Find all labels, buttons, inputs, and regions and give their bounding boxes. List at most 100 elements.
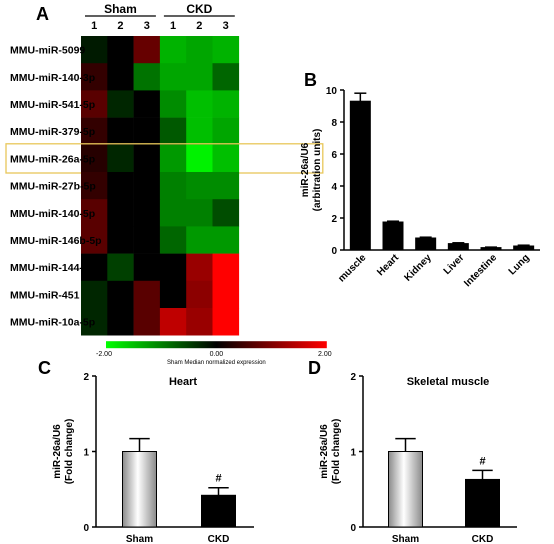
heatmap-cell <box>186 253 213 282</box>
bar <box>415 237 437 251</box>
heatmap-cell <box>133 90 161 118</box>
heatmap-cell <box>212 144 240 173</box>
chart-title: Skeletal muscle <box>407 376 490 388</box>
heatmap-row-label: MMU-miR-144-3p <box>10 262 95 274</box>
panel-label-c: C <box>38 358 51 378</box>
heatmap-row-label: MMU-miR-140-3p <box>10 72 95 84</box>
heatmap-cell <box>212 280 240 309</box>
y-tick-label: 6 <box>331 150 337 161</box>
heatmap-row-label: MMU-miR-26a-5p <box>10 153 95 165</box>
heatmap-row-label: MMU-miR-140-5p <box>10 208 95 220</box>
heatmap-cell <box>107 144 134 173</box>
heatmap-row-label: MMU-miR-10a-5p <box>10 317 95 329</box>
heatmap-cell <box>159 36 187 64</box>
heatmap-cell <box>107 63 134 91</box>
heatmap-group-label: CKD <box>186 2 212 16</box>
bar <box>513 245 535 251</box>
heatmap-cell <box>107 280 134 309</box>
y-tick-label: 0 <box>83 523 89 534</box>
chart-title: Heart <box>169 376 197 388</box>
heatmap-cell <box>212 172 240 200</box>
heatmap-cell <box>107 226 134 254</box>
heatmap-row-label: MMU-miR-541-5p <box>10 99 95 111</box>
heatmap-cell <box>81 172 108 200</box>
panel-label-d: D <box>308 358 321 378</box>
heatmap-color-scale <box>106 341 327 349</box>
heatmap-cell <box>81 199 108 227</box>
bar <box>480 247 502 251</box>
y-tick-label: 0 <box>331 246 337 257</box>
heatmap-column-label: 2 <box>117 20 123 32</box>
heatmap-cell <box>81 226 108 254</box>
x-tick-label: CKD <box>208 534 230 544</box>
heatmap-cell <box>133 253 161 282</box>
heatmap-cell <box>81 280 108 309</box>
y-axis-label: (arbitration units) <box>312 129 323 212</box>
heatmap-row-label: MMU-miR-146b-5p <box>10 235 102 247</box>
panel-label-b: B <box>304 70 317 90</box>
heatmap-scale-tick: -2.00 <box>96 351 112 358</box>
heatmap-cell <box>81 253 108 282</box>
heatmap-cell <box>107 90 134 118</box>
bar <box>447 243 469 251</box>
bar <box>122 451 157 528</box>
heatmap-cell <box>186 144 213 173</box>
heatmap-cell <box>107 199 134 227</box>
heatmap-cell <box>133 199 161 227</box>
heatmap-cell <box>159 172 187 200</box>
y-tick-label: 0 <box>350 523 356 534</box>
y-tick-label: 1 <box>350 448 356 459</box>
heatmap-cell <box>107 308 134 336</box>
heatmap-cell <box>186 226 213 254</box>
heatmap-row-label: MMU-miR-379-5p <box>10 126 95 138</box>
panel-label-a: A <box>36 4 49 24</box>
bar <box>388 451 423 528</box>
heatmap-cell <box>159 90 187 118</box>
y-axis-label: miR-26a/U6 <box>319 424 330 479</box>
bar <box>349 100 371 251</box>
x-tick-label: CKD <box>472 534 494 544</box>
heatmap-cell <box>186 36 213 64</box>
heatmap-cell <box>186 172 213 200</box>
heatmap-cell <box>107 36 134 64</box>
heatmap-cell <box>133 226 161 254</box>
bar <box>382 221 404 251</box>
heatmap-cell <box>159 308 187 336</box>
significance-marker: # <box>479 455 485 467</box>
heatmap-cell <box>212 63 240 91</box>
heatmap-cell <box>186 280 213 309</box>
heatmap-scale-tick: 0.00 <box>210 351 224 358</box>
y-tick-label: 4 <box>331 182 337 193</box>
heatmap-cell <box>186 90 213 118</box>
heatmap-cell <box>212 308 240 336</box>
heatmap-row-label: MMU-miR-451 <box>10 289 80 301</box>
x-tick-label: Sham <box>126 534 153 544</box>
heatmap-column-label: 3 <box>144 20 150 32</box>
heatmap-cell <box>133 63 161 91</box>
heatmap-cell <box>159 117 187 146</box>
heatmap-cell <box>212 253 240 282</box>
heatmap-cell <box>81 117 108 146</box>
heatmap-cell <box>107 172 134 200</box>
heatmap-cell <box>81 90 108 118</box>
significance-marker: # <box>215 473 221 485</box>
heatmap-cell <box>133 280 161 309</box>
heatmap-scale-caption: Sham Median normalized expression <box>167 360 266 366</box>
heatmap-cell <box>186 117 213 146</box>
heatmap-cell <box>159 280 187 309</box>
heatmap-cell <box>159 253 187 282</box>
y-tick-label: 10 <box>326 86 338 97</box>
y-axis-label: (Fold change) <box>64 419 75 485</box>
heatmap-cell <box>81 63 108 91</box>
heatmap-column-label: 1 <box>170 20 176 32</box>
heatmap-cell <box>159 226 187 254</box>
heatmap-cell <box>133 308 161 336</box>
y-tick-label: 8 <box>331 118 337 129</box>
heatmap-row-label: MMU-miR-27b-5p <box>10 181 96 193</box>
heatmap-cell <box>159 199 187 227</box>
heatmap-column-label: 3 <box>223 20 229 32</box>
heatmap-row-label: MMU-miR-5099 <box>10 45 85 57</box>
